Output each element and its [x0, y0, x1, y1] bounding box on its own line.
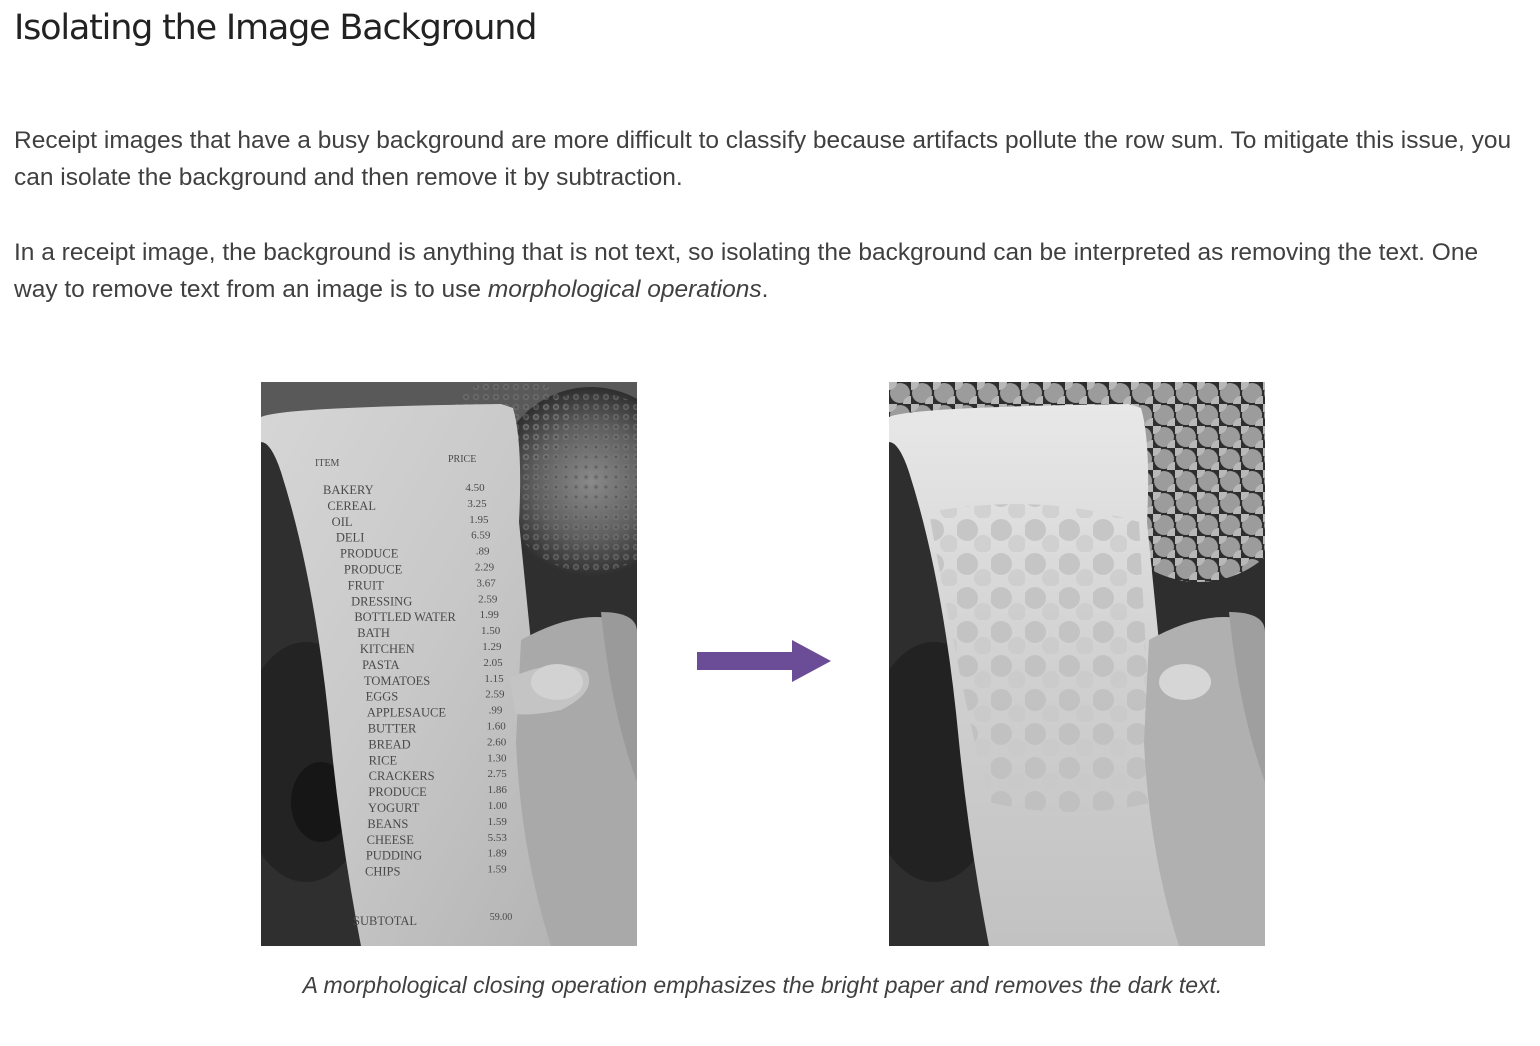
receipt-item-name: YOGURT — [368, 801, 420, 815]
receipt-item-price: 5.53 — [488, 832, 508, 844]
receipt-item-name: CEREAL — [327, 499, 376, 513]
receipt-item-name: DELI — [336, 531, 364, 545]
receipt-item-price: 3.25 — [467, 498, 487, 510]
receipt-item-price: 2.29 — [475, 562, 495, 574]
receipt-item-name: KITCHEN — [360, 642, 415, 656]
receipt-item-name: OIL — [332, 515, 353, 529]
receipt-item-price: 4.50 — [465, 482, 485, 494]
receipt-item-price: 1.86 — [488, 784, 508, 796]
receipt-closed-image — [889, 382, 1265, 946]
receipt-item-name: RICE — [369, 753, 398, 767]
receipt-header-item: ITEM — [315, 458, 340, 469]
receipt-item-name: TOMATOES — [364, 674, 430, 688]
page-title: Isolating the Image Background — [14, 8, 537, 48]
receipt-item-name: CHEESE — [367, 833, 415, 847]
receipt-item-name: PRODUCE — [368, 785, 427, 799]
receipt-item-price: .89 — [476, 546, 490, 558]
receipt-item-name: BREAD — [368, 737, 410, 751]
right-arrow-icon — [697, 640, 831, 682]
receipt-item-name: DRESSING — [351, 594, 412, 608]
receipt-closed-graphic — [889, 382, 1265, 946]
receipt-item-name: APPLESAUCE — [367, 706, 447, 720]
receipt-item-name: BAKERY — [323, 483, 374, 497]
receipt-item-name: EGGS — [366, 690, 399, 704]
receipt-item-price: 2.75 — [488, 768, 508, 780]
receipt-item-price: 2.60 — [487, 736, 507, 748]
paragraph-morphology: In a receipt image, the background is an… — [14, 234, 1514, 308]
receipt-item-price: .99 — [489, 705, 503, 717]
receipt-item-price: 1.95 — [469, 514, 489, 526]
receipt-item-price: 1.59 — [488, 816, 508, 828]
receipt-original-graphic: ITEM PRICE BAKERY 4.50 CEREAL 3.25 OIL 1.95 DELI… — [261, 382, 637, 946]
receipt-item-price: 1.00 — [488, 800, 508, 812]
receipt-item-price: 1.59 — [487, 864, 507, 876]
receipt-item-price: 6.59 — [471, 530, 491, 542]
receipt-item-price: 1.50 — [481, 625, 501, 637]
receipt-item-name: CRACKERS — [369, 769, 435, 783]
receipt-item-name: BOTTLED WATER — [354, 610, 456, 624]
paragraph-intro: Receipt images that have a busy backgrou… — [14, 127, 1512, 191]
receipt-item-price: 1.29 — [482, 641, 502, 653]
receipt-item-price: 1.60 — [487, 721, 507, 733]
receipt-item-name: CHIPS — [365, 865, 400, 879]
receipt-header-price: PRICE — [448, 454, 476, 465]
paragraph-end: . — [761, 276, 769, 303]
receipt-item-name: PRODUCE — [344, 563, 403, 577]
receipt-item-name: PASTA — [362, 658, 399, 672]
receipt-item-name: PRODUCE — [340, 547, 399, 561]
receipt-item-price: 1.30 — [487, 752, 507, 764]
receipt-subtotal-label: SUBTOTAL — [353, 914, 417, 928]
receipt-item-price: 2.59 — [485, 689, 505, 701]
receipt-item-name: PUDDING — [366, 849, 422, 863]
receipt-item-price: 2.59 — [478, 593, 498, 605]
receipt-item-price: 3.67 — [477, 577, 497, 589]
paragraph-text: In a receipt image, the background is an… — [14, 239, 1479, 303]
receipt-text-lines: ITEM PRICE BAKERY 4.50 CEREAL 3.25 OIL 1.95 DELI… — [315, 454, 512, 928]
receipt-item-name: BEANS — [367, 817, 408, 831]
receipt-item-name: FRUIT — [348, 578, 384, 592]
receipt-subtotal-value: 59.00 — [490, 912, 513, 923]
receipt-item-price: 1.99 — [480, 609, 500, 621]
receipt-item-name: BATH — [357, 626, 390, 640]
receipt-item-name: BUTTER — [368, 722, 417, 736]
receipt-item-price: 1.89 — [488, 848, 508, 860]
receipt-original-image: ITEM PRICE BAKERY 4.50 CEREAL 3.25 OIL 1.95 DELI… — [261, 382, 637, 946]
emphasis-morphological-operations: morphological operations — [487, 276, 762, 303]
receipt-item-price: 2.05 — [483, 657, 503, 669]
figure-caption: A morphological closing operation emphas… — [302, 972, 1223, 998]
receipt-item-price: 1.15 — [484, 673, 504, 685]
